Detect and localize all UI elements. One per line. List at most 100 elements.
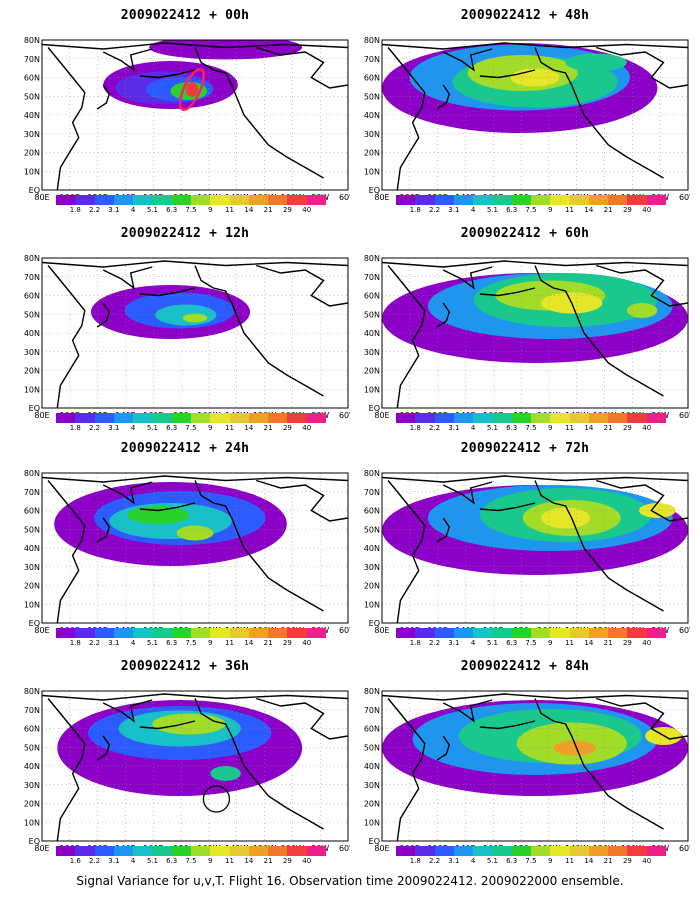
colorbar-label: 11 <box>225 206 235 214</box>
map-panel-60h: 2009022412 + 60h 80E100E120E140E160E1801… <box>360 226 690 436</box>
colorbar-swatch <box>608 846 628 856</box>
map-panel-12h: 2009022412 + 12h 80E100E120E140E160E1801… <box>20 226 350 436</box>
colorbar-label: 5.1 <box>146 639 158 647</box>
colorbar-swatch <box>550 195 571 205</box>
map-plot: 80E100E120E140E160E180160W140W120W100W80… <box>360 681 690 857</box>
lat-tick-label: 10N <box>364 818 380 827</box>
lat-tick-label: 30N <box>364 348 380 357</box>
colorbar-swatch <box>210 846 231 856</box>
lon-tick-label: 60W <box>339 844 350 853</box>
variance-contour-fill <box>553 740 597 756</box>
colorbar-label: 1.6 <box>69 857 81 865</box>
colorbar-label: 40 <box>302 857 312 865</box>
lat-tick-label: 80N <box>24 36 40 45</box>
colorbar-label: 6.3 <box>166 857 178 865</box>
lat-tick-label: 50N <box>364 92 380 101</box>
lon-tick-label: 80E <box>374 411 389 420</box>
variance-contour-fill <box>565 53 627 72</box>
panel-title: 2009022412 + 24h <box>120 441 250 456</box>
colorbar-swatch <box>608 195 628 205</box>
colorbar-label: 3.1 <box>448 639 460 647</box>
panel-title: 2009022412 + 84h <box>460 659 590 674</box>
lat-tick-label: 10N <box>24 385 40 394</box>
graticule <box>42 691 348 841</box>
lat-tick-label: 60N <box>364 74 380 83</box>
colorbar-label: 3.1 <box>108 424 120 432</box>
colorbar-swatch <box>415 413 436 423</box>
colorbar-swatch <box>511 846 532 856</box>
coastlines <box>42 475 348 623</box>
colorbar-label: 4 <box>130 639 136 647</box>
colorbar-label: 4 <box>470 206 476 214</box>
colorbar-label: 5.1 <box>146 424 158 432</box>
lat-tick-label: 10N <box>364 385 380 394</box>
max-variance-contour <box>178 68 205 111</box>
lon-tick-label: 80E <box>34 193 49 202</box>
colorbar-swatch <box>133 628 153 638</box>
colorbar: 1.8 2.2 3.1 4 5.1 6.3 7.5 9 11 14 21 29 40 <box>396 413 667 435</box>
colorbar-label: 9 <box>548 857 553 865</box>
colorbar-label: 21 <box>603 639 613 647</box>
colorbar-swatch <box>588 846 609 856</box>
lat-tick-label: 60N <box>364 725 380 734</box>
signal-variance-field <box>90 285 251 339</box>
colorbar-label: 7.5 <box>525 857 537 865</box>
lat-tick-label: 30N <box>24 781 40 790</box>
colorbar-label: 1.8 <box>69 424 81 432</box>
colorbar-swatch <box>473 195 493 205</box>
map-frame <box>41 472 349 624</box>
lat-tick-label: 30N <box>24 348 40 357</box>
colorbar-label: 4 <box>470 857 476 865</box>
map-svg: 80E100E120E140E160E180160W140W120W100W80… <box>364 254 690 420</box>
signal-variance-field <box>54 482 287 566</box>
map-frame <box>41 257 349 409</box>
variance-contour-fill <box>152 713 226 735</box>
colorbar-label: 5.1 <box>486 424 498 432</box>
colorbar-label: 6.3 <box>506 206 518 214</box>
colorbar-label: 3.1 <box>108 639 120 647</box>
graticule <box>382 473 688 623</box>
lat-tick-label: 60N <box>364 507 380 516</box>
colorbar-swatch <box>588 628 609 638</box>
lon-tick-label: 60W <box>679 626 690 635</box>
lat-tick-label: 80N <box>24 254 40 263</box>
lat-tick-label: 70N <box>364 273 380 282</box>
lat-tick-label: 20N <box>24 582 40 591</box>
colorbar-label: 9 <box>548 639 553 647</box>
colorbar-label: 2.2 <box>428 206 441 214</box>
lat-tick-label: 80N <box>24 687 40 696</box>
coastlines <box>382 475 688 623</box>
colorbar-label: 6.3 <box>166 206 178 214</box>
colorbar-swatch <box>396 195 416 205</box>
colorbar-swatch <box>191 413 211 423</box>
lat-tick-label: 20N <box>24 367 40 376</box>
colorbar-label: 4 <box>470 639 476 647</box>
colorbar-swatch <box>569 846 590 856</box>
colorbar-label: 14 <box>584 639 594 647</box>
lat-tick-label: 60N <box>364 292 380 301</box>
colorbar-swatch <box>210 195 231 205</box>
lon-tick-label: 60W <box>679 844 690 853</box>
colorbar-swatch <box>94 846 115 856</box>
panel-title: 2009022412 + 36h <box>120 659 250 674</box>
colorbar-label: 7.5 <box>525 639 537 647</box>
lat-tick-label: 40N <box>364 329 380 338</box>
colorbar-label: 40 <box>642 639 652 647</box>
lat-tick-label: 20N <box>24 149 40 158</box>
colorbar-label: 14 <box>584 206 594 214</box>
lat-tick-label: EQ <box>29 404 40 413</box>
colorbar-swatch <box>229 413 250 423</box>
colorbar-swatch <box>113 628 134 638</box>
lat-tick-label: EQ <box>369 404 380 413</box>
colorbar-label: 29 <box>622 424 632 432</box>
colorbar-swatch <box>229 846 250 856</box>
signal-variance-field <box>382 700 688 796</box>
colorbar-swatch <box>306 195 327 205</box>
colorbar-swatch <box>531 195 551 205</box>
colorbar-swatch <box>75 846 96 856</box>
colorbar-label: 6.3 <box>506 424 518 432</box>
lat-tick-label: 60N <box>24 507 40 516</box>
panel-title: 2009022412 + 00h <box>120 8 250 23</box>
colorbar-label: 14 <box>244 857 254 865</box>
map-plot: 80E100E120E140E160E180160W140W120W100W80… <box>360 30 690 206</box>
